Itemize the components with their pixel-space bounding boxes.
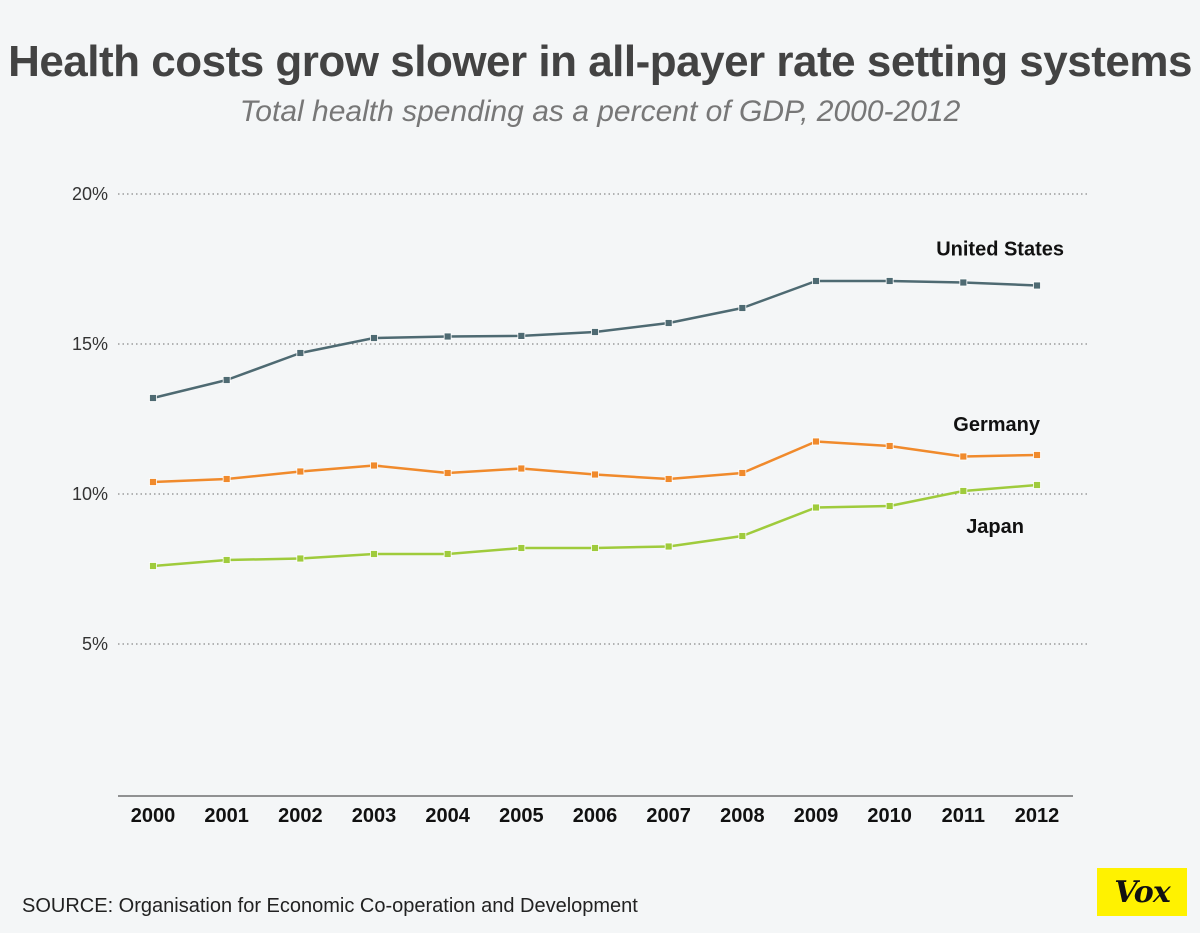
x-tick-label: 2006 [573, 805, 618, 827]
x-tick-label: 2007 [646, 805, 691, 827]
data-point-germany [370, 461, 378, 470]
series-line-united-states [152, 279, 1038, 400]
data-point-japan [149, 562, 157, 570]
data-point-japan [812, 503, 820, 512]
data-point-japan [443, 550, 452, 558]
x-tick-label: 2000 [131, 805, 176, 827]
data-point-germany [1033, 451, 1041, 459]
chart-title: Health costs grow slower in all-payer ra… [8, 37, 1192, 86]
data-point-japan [517, 544, 526, 552]
data-point-japan [664, 542, 673, 551]
data-point-germany [222, 475, 231, 483]
data-point-united-states [1033, 281, 1041, 290]
data-point-germany [885, 442, 894, 450]
series-lines [149, 277, 1041, 570]
data-point-germany [517, 464, 526, 473]
data-point-united-states [296, 349, 305, 357]
source-note: SOURCE: Organisation for Economic Co-ope… [22, 895, 638, 917]
data-point-united-states [443, 332, 452, 341]
data-point-germany [738, 469, 747, 477]
chart-subtitle: Total health spending as a percent of GD… [239, 95, 961, 128]
x-tick-label: 2001 [204, 805, 249, 827]
x-tick-label: 2009 [794, 805, 839, 827]
data-point-japan [1033, 481, 1041, 489]
series-line-japan [152, 483, 1038, 568]
series-label-japan: Japan [966, 516, 1024, 538]
data-point-japan [959, 487, 968, 495]
y-tick-label: 20% [72, 184, 108, 204]
data-point-united-states [370, 334, 378, 342]
data-point-germany [812, 437, 820, 446]
data-point-united-states [517, 331, 526, 340]
data-point-united-states [959, 278, 968, 287]
series-label-united-states: United States [936, 239, 1064, 261]
x-tick-label: 2008 [720, 805, 765, 827]
y-axis-tick-labels: 5% 10% 15% 20% [72, 184, 108, 654]
x-tick-label: 2005 [499, 805, 544, 827]
x-tick-label: 2003 [352, 805, 397, 827]
gridlines [118, 193, 1087, 645]
x-tick-label: 2004 [425, 805, 470, 827]
data-point-japan [738, 532, 747, 540]
x-tick-label: 2010 [867, 805, 912, 827]
data-point-united-states [812, 277, 820, 285]
data-point-united-states [149, 394, 157, 402]
data-point-germany [959, 452, 968, 461]
data-point-germany [443, 469, 452, 477]
data-point-japan [885, 502, 894, 510]
data-point-japan [591, 544, 599, 552]
y-tick-label: 10% [72, 484, 108, 504]
data-point-germany [591, 470, 599, 479]
data-point-united-states [885, 277, 894, 285]
data-point-japan [370, 550, 378, 558]
series-labels: United States Germany Japan [936, 239, 1064, 539]
x-tick-label: 2012 [1015, 805, 1060, 827]
series-label-germany: Germany [953, 414, 1041, 436]
data-point-united-states [664, 319, 673, 327]
vox-logo: Vox [1097, 868, 1187, 916]
y-tick-label: 5% [82, 634, 108, 654]
data-point-germany [149, 478, 157, 486]
x-tick-label: 2011 [942, 805, 985, 827]
y-tick-label: 15% [72, 334, 108, 354]
data-point-germany [296, 467, 305, 476]
data-point-united-states [738, 304, 747, 312]
data-point-japan [222, 556, 231, 564]
x-axis-tick-labels: 2000 2001 2002 2003 2004 2005 2006 2007 2008 2009… [131, 805, 1060, 827]
data-point-united-states [591, 328, 599, 336]
data-point-germany [664, 475, 673, 483]
data-point-united-states [222, 376, 231, 384]
data-point-japan [296, 554, 305, 563]
x-tick-label: 2002 [278, 805, 323, 827]
